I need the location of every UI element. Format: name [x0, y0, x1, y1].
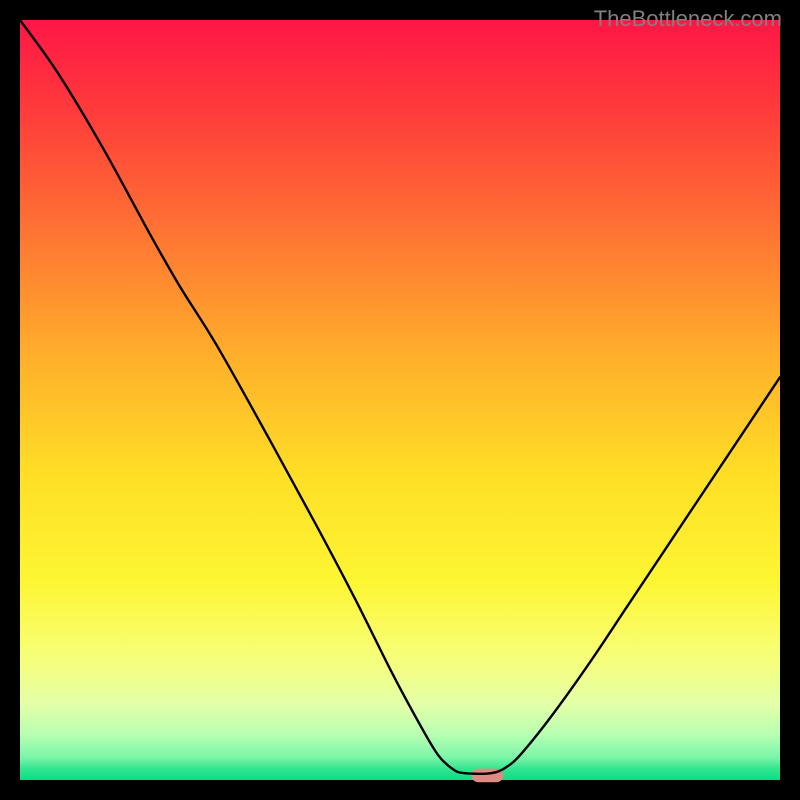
watermark-text: TheBottleneck.com — [594, 6, 782, 32]
chart-frame: TheBottleneck.com — [0, 0, 800, 800]
bottleneck-chart — [0, 0, 800, 800]
chart-background-gradient — [20, 20, 780, 780]
